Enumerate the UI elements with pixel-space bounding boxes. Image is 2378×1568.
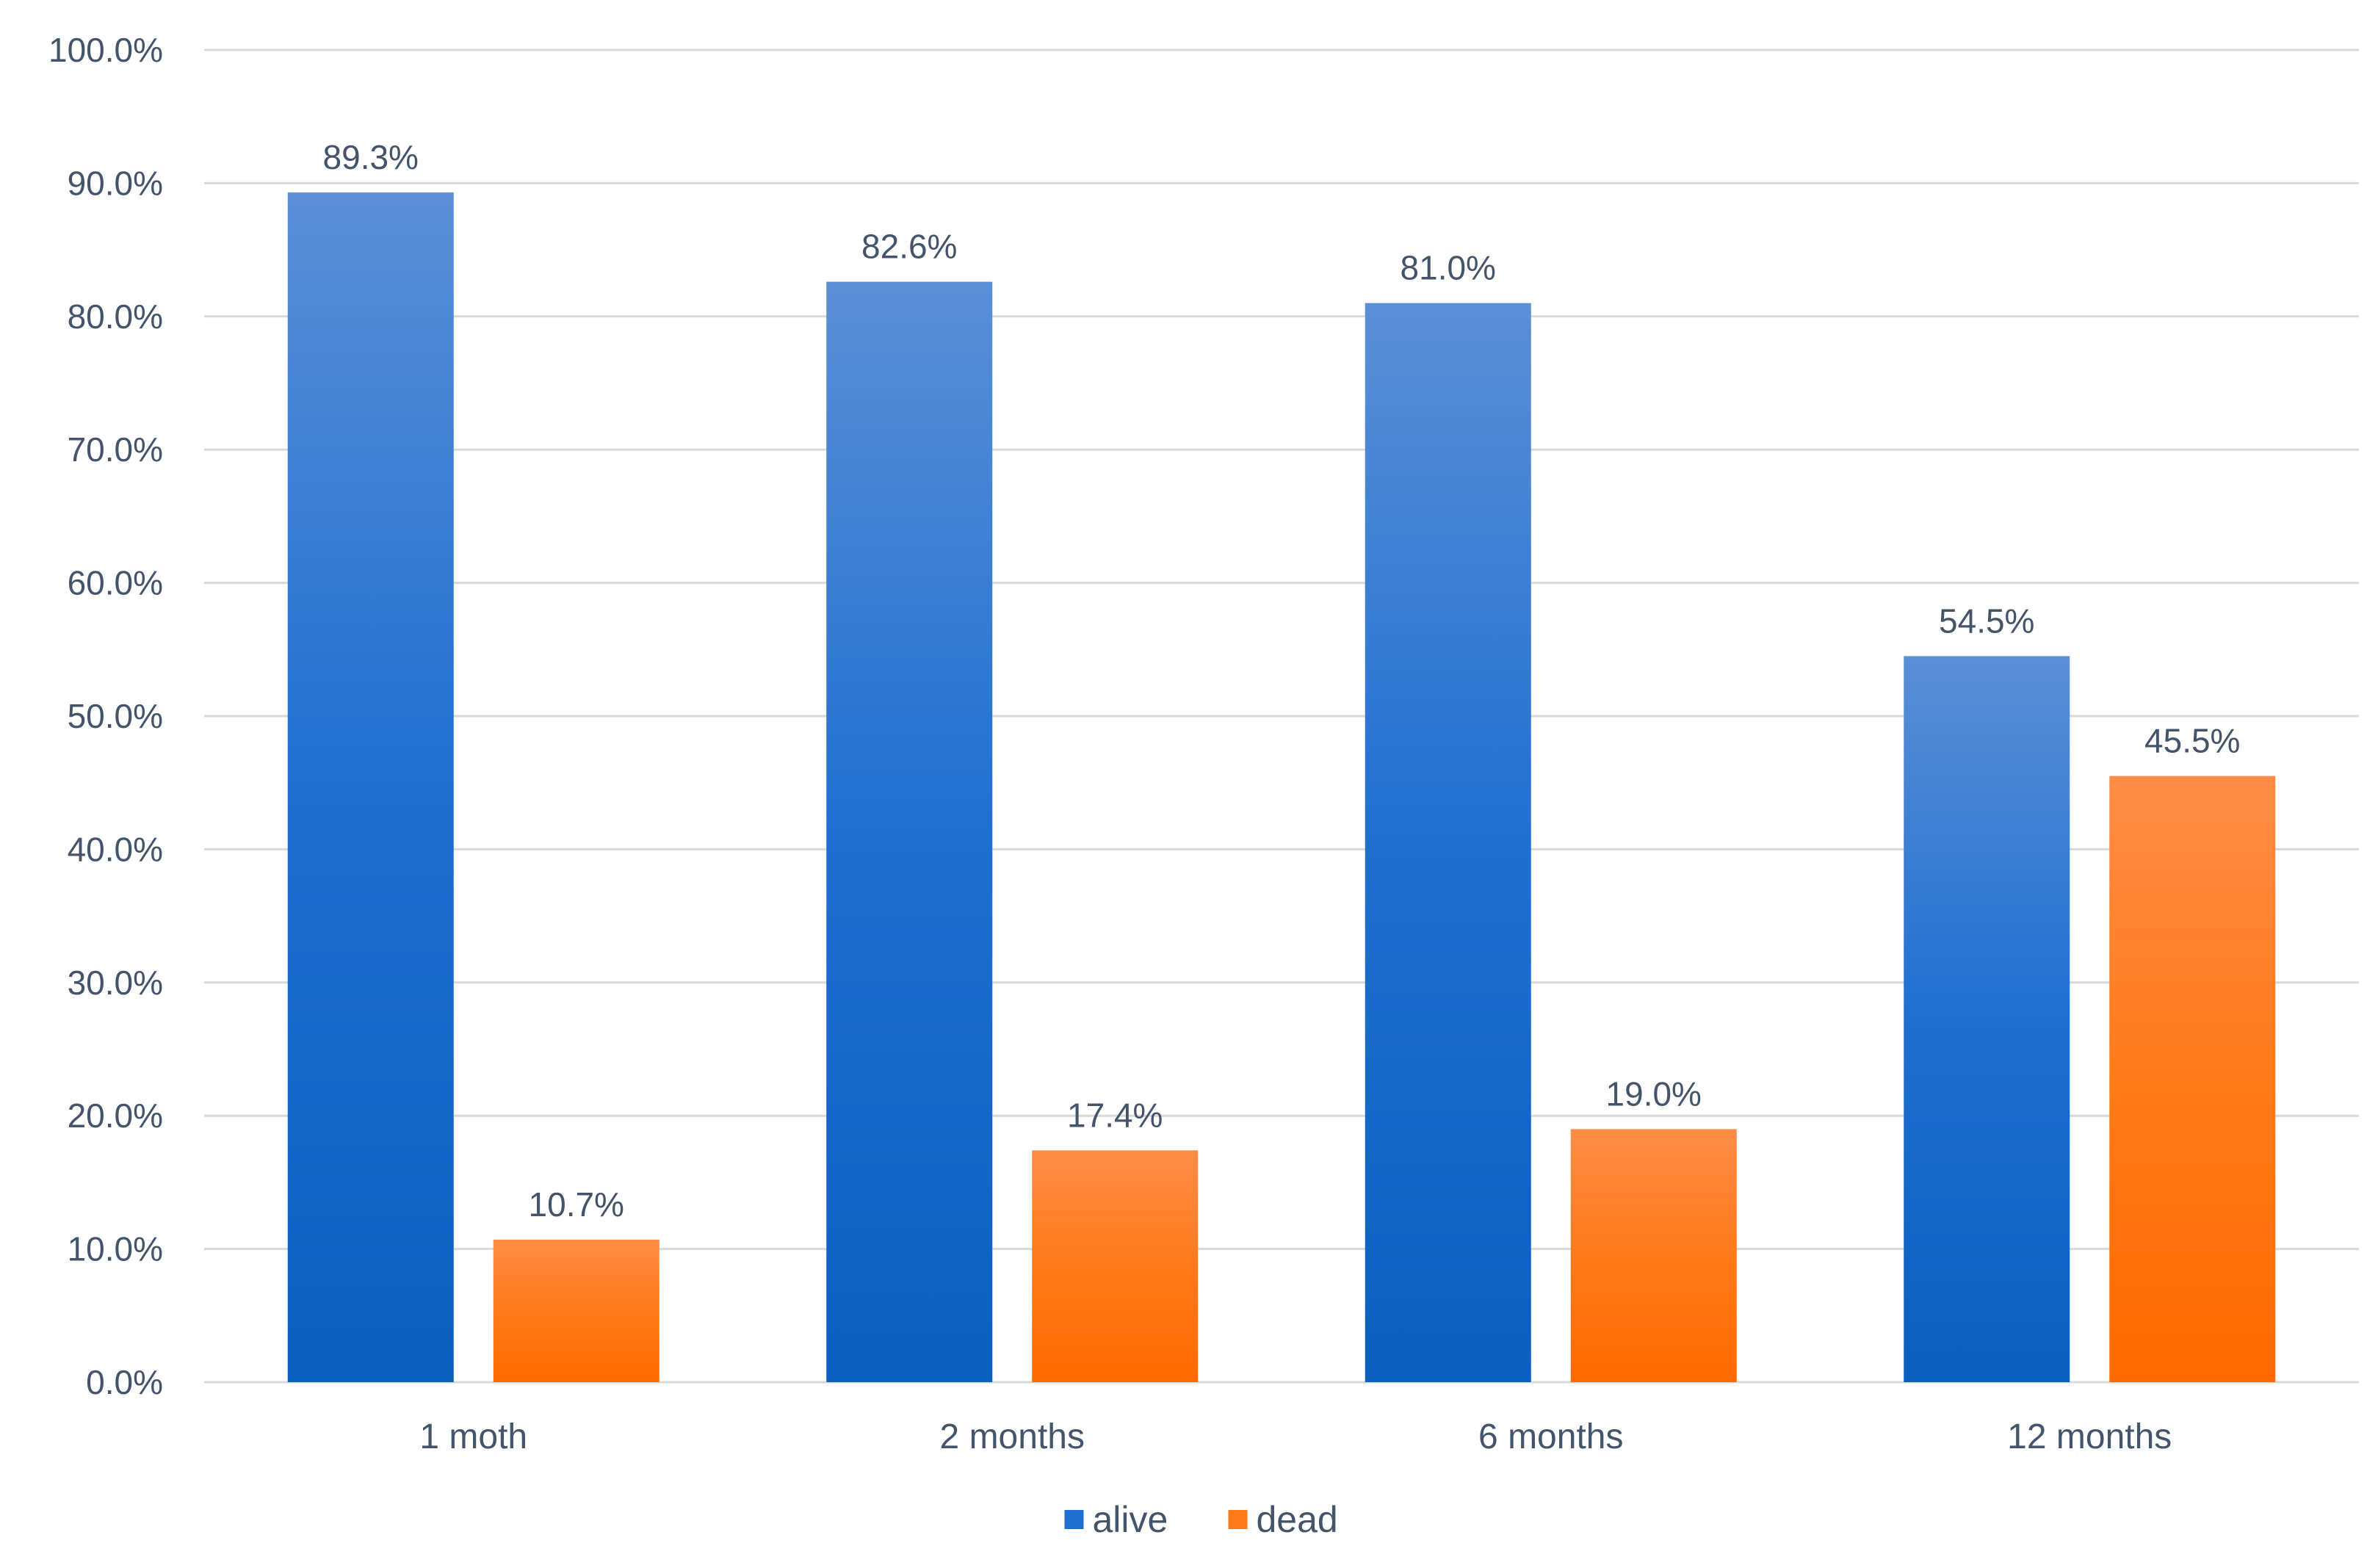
bar-dead-2: [1570, 1129, 1737, 1382]
y-tick-label: 70.0%: [68, 430, 163, 469]
data-label-dead-2: 19.0%: [1606, 1074, 1702, 1113]
bar-dead-0: [493, 1239, 659, 1382]
y-tick-label: 100.0%: [48, 31, 163, 69]
y-tick-label: 20.0%: [68, 1096, 163, 1135]
y-axis-ticks: 0.0% 10.0% 20.0% 30.0% 40.0% 50.0% 60.0% 70.0% 8…: [48, 31, 163, 1401]
data-label-alive-0: 89.3%: [323, 138, 419, 176]
x-category-label: 1 moth: [419, 1417, 527, 1456]
y-tick-label: 30.0%: [68, 964, 163, 1002]
y-tick-label: 40.0%: [68, 830, 163, 868]
x-category-label: 12 months: [2007, 1417, 2172, 1456]
x-category-label: 2 months: [940, 1417, 1085, 1456]
bar-alive-0: [287, 192, 454, 1382]
data-label-dead-0: 10.7%: [529, 1185, 624, 1224]
bar-alive-3: [1904, 656, 2070, 1382]
bar-dead-3: [2109, 776, 2276, 1382]
legend-swatch-dead: [1228, 1510, 1248, 1529]
y-tick-label: 60.0%: [68, 564, 163, 602]
bars: [287, 192, 2276, 1382]
bar-alive-1: [826, 281, 993, 1382]
data-label-dead-1: 17.4%: [1067, 1096, 1163, 1134]
legend-label-dead: dead: [1257, 1499, 1338, 1540]
data-label-dead-3: 45.5%: [2144, 722, 2240, 760]
data-labels: 89.3% 10.7% 82.6% 17.4% 81.0% 19.0% 54.5% 45.5%: [323, 138, 2241, 1224]
y-tick-label: 80.0%: [68, 297, 163, 336]
x-axis-categories: 1 moth 2 months 6 months 12 months: [419, 1417, 2172, 1456]
data-label-alive-1: 82.6%: [861, 228, 957, 266]
y-tick-label: 10.0%: [68, 1230, 163, 1268]
y-tick-label: 50.0%: [68, 697, 163, 735]
legend-swatch-alive: [1064, 1510, 1084, 1529]
y-tick-label: 0.0%: [86, 1363, 163, 1401]
legend: alive dead: [1064, 1499, 1338, 1540]
legend-label-alive: alive: [1093, 1499, 1168, 1540]
data-label-alive-3: 54.5%: [1939, 601, 2034, 640]
bar-alive-2: [1365, 303, 1531, 1382]
y-tick-label: 90.0%: [68, 164, 163, 202]
bar-dead-1: [1032, 1150, 1199, 1382]
x-category-label: 6 months: [1478, 1417, 1623, 1456]
data-label-alive-2: 81.0%: [1401, 249, 1496, 287]
